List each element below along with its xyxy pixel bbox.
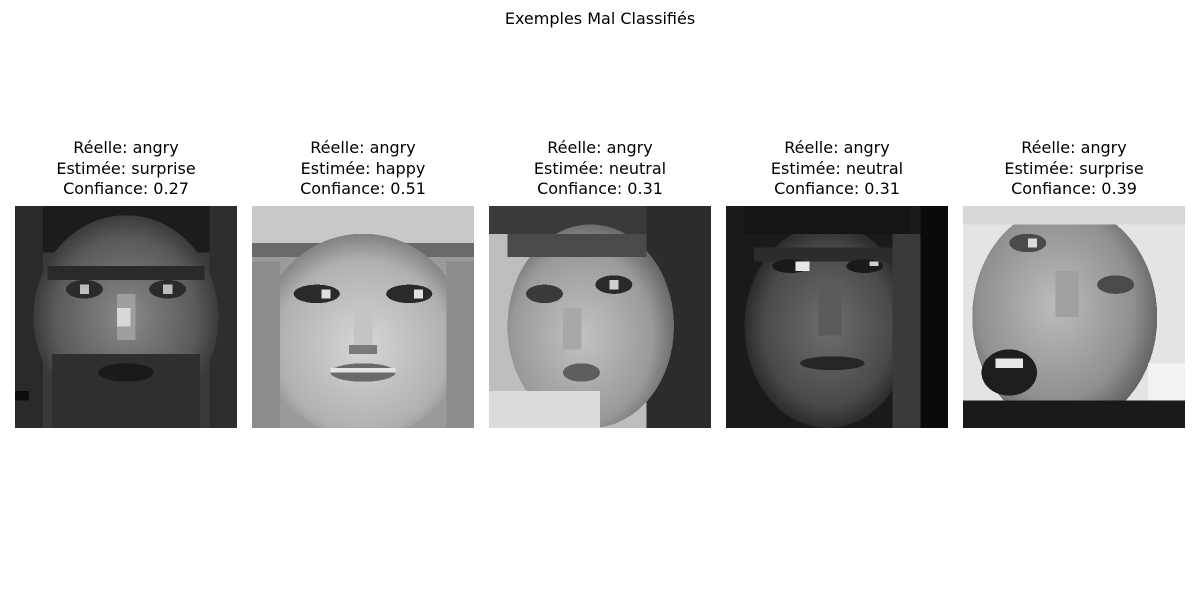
actual-label: Réelle: angry <box>547 138 653 157</box>
predicted-label: Estimée: neutral <box>533 158 667 178</box>
panel-caption: Réelle: angry Estimée: neutral Confiance… <box>489 138 711 200</box>
panel-caption: Réelle: angry Estimée: surprise Confianc… <box>15 138 237 200</box>
confidence-label: Confiance: 0.39 <box>1011 179 1137 198</box>
face-image <box>15 206 237 428</box>
panel-caption: Réelle: angry Estimée: neutral Confiance… <box>726 138 948 200</box>
predicted-label: Estimée: surprise <box>1004 158 1144 178</box>
predicted-label: Estimée: neutral <box>770 158 904 178</box>
actual-label: Réelle: angry <box>1021 138 1127 157</box>
confidence-label: Confiance: 0.51 <box>300 179 426 198</box>
confidence-label: Confiance: 0.31 <box>537 179 663 198</box>
face-image <box>252 206 474 428</box>
sample-panel-4: Réelle: angry Estimée: neutral Confiance… <box>726 138 948 428</box>
predicted-label: Estimée: happy <box>300 158 426 178</box>
panel-caption: Réelle: angry Estimée: surprise Confianc… <box>963 138 1185 200</box>
sample-panel-5: Réelle: angry Estimée: surprise Confianc… <box>963 138 1185 428</box>
face-image <box>489 206 711 428</box>
face-image <box>726 206 948 428</box>
confidence-label: Confiance: 0.27 <box>63 179 189 198</box>
sample-panel-2: Réelle: angry Estimée: happy Confiance: … <box>252 138 474 428</box>
predicted-label: Estimée: surprise <box>56 158 196 178</box>
actual-label: Réelle: angry <box>310 138 416 157</box>
panel-caption: Réelle: angry Estimée: happy Confiance: … <box>252 138 474 200</box>
actual-label: Réelle: angry <box>73 138 179 157</box>
sample-panel-3: Réelle: angry Estimée: neutral Confiance… <box>489 138 711 428</box>
confidence-label: Confiance: 0.31 <box>774 179 900 198</box>
figure-title: Exemples Mal Classifiés <box>504 9 696 28</box>
actual-label: Réelle: angry <box>784 138 890 157</box>
face-image <box>963 206 1185 428</box>
sample-panel-1: Réelle: angry Estimée: surprise Confianc… <box>15 138 237 428</box>
